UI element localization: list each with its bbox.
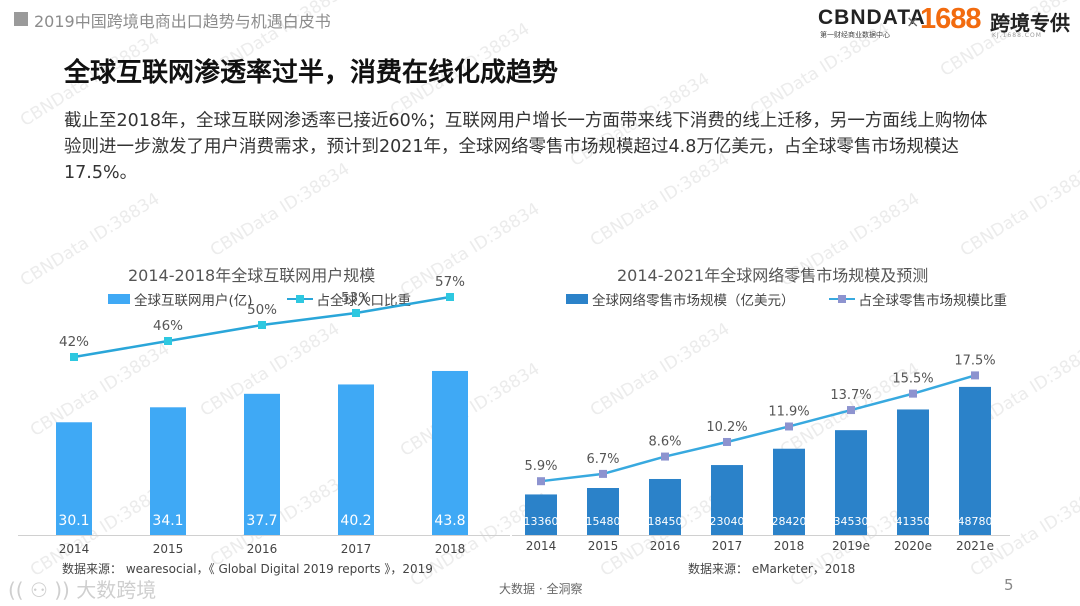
left-chart-title: 2014-2018年全球互联网用户规模 <box>128 266 376 285</box>
x-tick-label: 2016 <box>650 539 681 553</box>
bar-value-label: 23040 <box>710 515 745 528</box>
x-tick-label: 2015 <box>153 542 184 556</box>
x-tick-label: 2015 <box>588 539 619 553</box>
bar <box>959 386 991 535</box>
line-marker <box>723 437 731 446</box>
line-marker <box>258 321 266 329</box>
legend-line-swatch <box>286 294 313 304</box>
bar-value-label: 43.8 <box>434 513 465 529</box>
left-chart-legend: 全球互联网用户(亿) 占全球人口比重 <box>108 289 411 309</box>
x-tick-label: 2017 <box>341 542 372 556</box>
x-tick-label: 2017 <box>712 539 743 553</box>
logo-kuajing: 跨境专供 <box>990 11 1070 35</box>
bar <box>711 465 743 535</box>
line-marker <box>599 469 607 478</box>
line-marker <box>70 353 78 361</box>
bar-value-label: 40.2 <box>340 513 371 529</box>
x-tick-label: 2014 <box>526 539 557 553</box>
cbndata-logo: CBNDATA <box>818 6 926 29</box>
bar-value-label: 34.1 <box>152 513 183 529</box>
right-chart-title: 2014-2021年全球网络零售市场规模及预测 <box>617 266 929 285</box>
line-marker <box>971 371 979 380</box>
bar <box>897 409 929 535</box>
brand-watermark-icon: (( ⚇ )) <box>8 578 70 602</box>
description-text: 截止至2018年，全球互联网渗透率已接近60%；互联网用户增长一方面带来线下消费… <box>64 111 988 183</box>
x-tick-label: 2019e <box>832 539 870 553</box>
bar-value-label: 13360 <box>524 515 559 528</box>
bar <box>338 384 374 535</box>
line-value-label: 50% <box>247 302 277 318</box>
bar <box>649 478 681 535</box>
x-tick-label: 2021e <box>956 539 994 553</box>
brand-logos: CBNDATA 第一财经商业数据中心 × 1688 跨境专供 KJ.1688.C… <box>818 3 1070 40</box>
logo-times: × <box>906 12 920 31</box>
bar-value-label: 30.1 <box>58 513 89 529</box>
x-tick-label: 2018 <box>774 539 805 553</box>
line-value-label: 8.6% <box>648 435 681 450</box>
page-number: 5 <box>1004 576 1014 594</box>
right-chart-legend: 全球网络零售市场规模（亿美元） 占全球零售市场规模比重 <box>566 289 1007 309</box>
line-marker <box>164 337 172 345</box>
x-tick-label: 2014 <box>59 542 90 556</box>
line-value-label: 6.7% <box>586 452 619 467</box>
footer-tagline: 大数据 · 全洞察 <box>499 582 583 596</box>
line-marker <box>785 422 793 431</box>
bar <box>244 393 280 535</box>
line-value-label: 46% <box>153 318 183 334</box>
legend-line-label: 占全球人口比重 <box>316 293 412 309</box>
right-chart-source: 数据来源： eMarketer，2018 <box>688 562 856 576</box>
bar-value-label: 15480 <box>586 515 621 528</box>
line-value-label: 10.2% <box>706 420 747 435</box>
line-marker <box>446 293 454 301</box>
bar <box>432 370 468 535</box>
legend-bar-swatch <box>108 294 130 304</box>
line-value-label: 13.7% <box>830 388 871 403</box>
x-tick-label: 2020e <box>894 539 932 553</box>
line-value-label: 57% <box>435 274 465 290</box>
bar-value-label: 37.7 <box>246 513 277 529</box>
line-value-label: 5.9% <box>524 459 557 474</box>
left-chart-source: 数据来源： wearesocial，《 Global Digital 2019 … <box>62 562 433 576</box>
line-marker <box>537 477 545 486</box>
line-value-label: 11.9% <box>768 404 809 419</box>
line-marker <box>909 389 917 398</box>
share-line <box>540 374 976 483</box>
x-tick-label: 2016 <box>247 542 278 556</box>
brand-watermark: (( ⚇ )) 大数跨境 <box>8 574 156 603</box>
bar <box>56 422 92 535</box>
line-value-label: 15.5% <box>892 372 933 387</box>
legend-line-swatch <box>828 294 855 304</box>
line-value-label: 17.5% <box>954 353 995 368</box>
brand-watermark-text: 大数跨境 <box>76 578 157 602</box>
logo-kuajing-url: KJ.1688.COM <box>992 32 1042 39</box>
page-title: 全球互联网渗透率过半，消费在线化成趋势 <box>64 58 559 88</box>
bar <box>525 494 557 535</box>
report-title: 2019中国跨境电商出口趋势与机遇白皮书 <box>34 12 331 31</box>
bar-value-label: 18450 <box>648 515 683 528</box>
cbndata-logo-subtitle: 第一财经商业数据中心 <box>820 31 890 39</box>
bar <box>773 448 805 535</box>
line-value-label: 42% <box>59 334 89 350</box>
line-marker <box>661 452 669 461</box>
bar <box>587 488 619 535</box>
bar-value-label: 41350 <box>896 515 931 528</box>
bar-value-label: 34530 <box>834 515 869 528</box>
bar-value-label: 28420 <box>772 515 807 528</box>
bar-value-label: 48780 <box>958 515 993 528</box>
legend-bar-label: 全球互联网用户(亿) <box>134 293 253 309</box>
header-mark <box>14 12 28 26</box>
line-marker <box>352 309 360 317</box>
line-value-label: 53% <box>341 290 371 306</box>
legend-line-label: 占全球零售市场规模比重 <box>858 293 1008 309</box>
logo-1688: 1688 <box>920 3 982 35</box>
legend-bar-swatch <box>566 294 588 304</box>
bar <box>150 407 186 535</box>
bar <box>835 430 867 535</box>
x-tick-label: 2018 <box>435 542 466 556</box>
line-marker <box>847 406 855 415</box>
legend-bar-label: 全球网络零售市场规模（亿美元） <box>592 293 795 309</box>
